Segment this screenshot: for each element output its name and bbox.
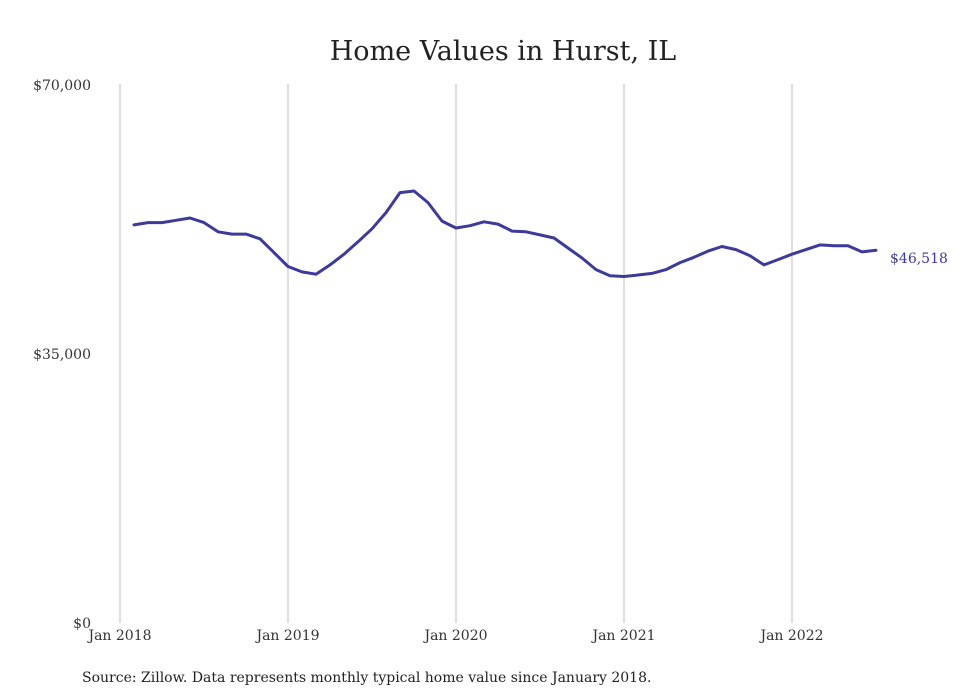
chart-title: Home Values in Hurst, IL [330,36,677,67]
y-axis: $70,000 $35,000 $0 [33,78,91,632]
x-axis: Jan 2018 Jan 2019 Jan 2020 Jan 2021 Jan … [86,628,823,644]
x-tick-label-2020: Jan 2020 [422,628,487,644]
x-tick-label-2022: Jan 2022 [758,628,823,644]
y-tick-label-bottom: $0 [73,616,91,632]
x-tick-label-2021: Jan 2021 [590,628,655,644]
x-tick-label-2018: Jan 2018 [86,628,151,644]
grid [119,84,793,623]
x-tick-label-2019: Jan 2019 [254,628,319,644]
y-tick-label-mid: $35,000 [33,347,91,363]
source-note: Source: Zillow. Data represents monthly … [82,670,651,686]
y-tick-label-top: $70,000 [33,78,91,94]
series-layer [132,189,878,278]
end-value-label: $46,518 [890,251,948,267]
series-line-0 [132,189,878,278]
